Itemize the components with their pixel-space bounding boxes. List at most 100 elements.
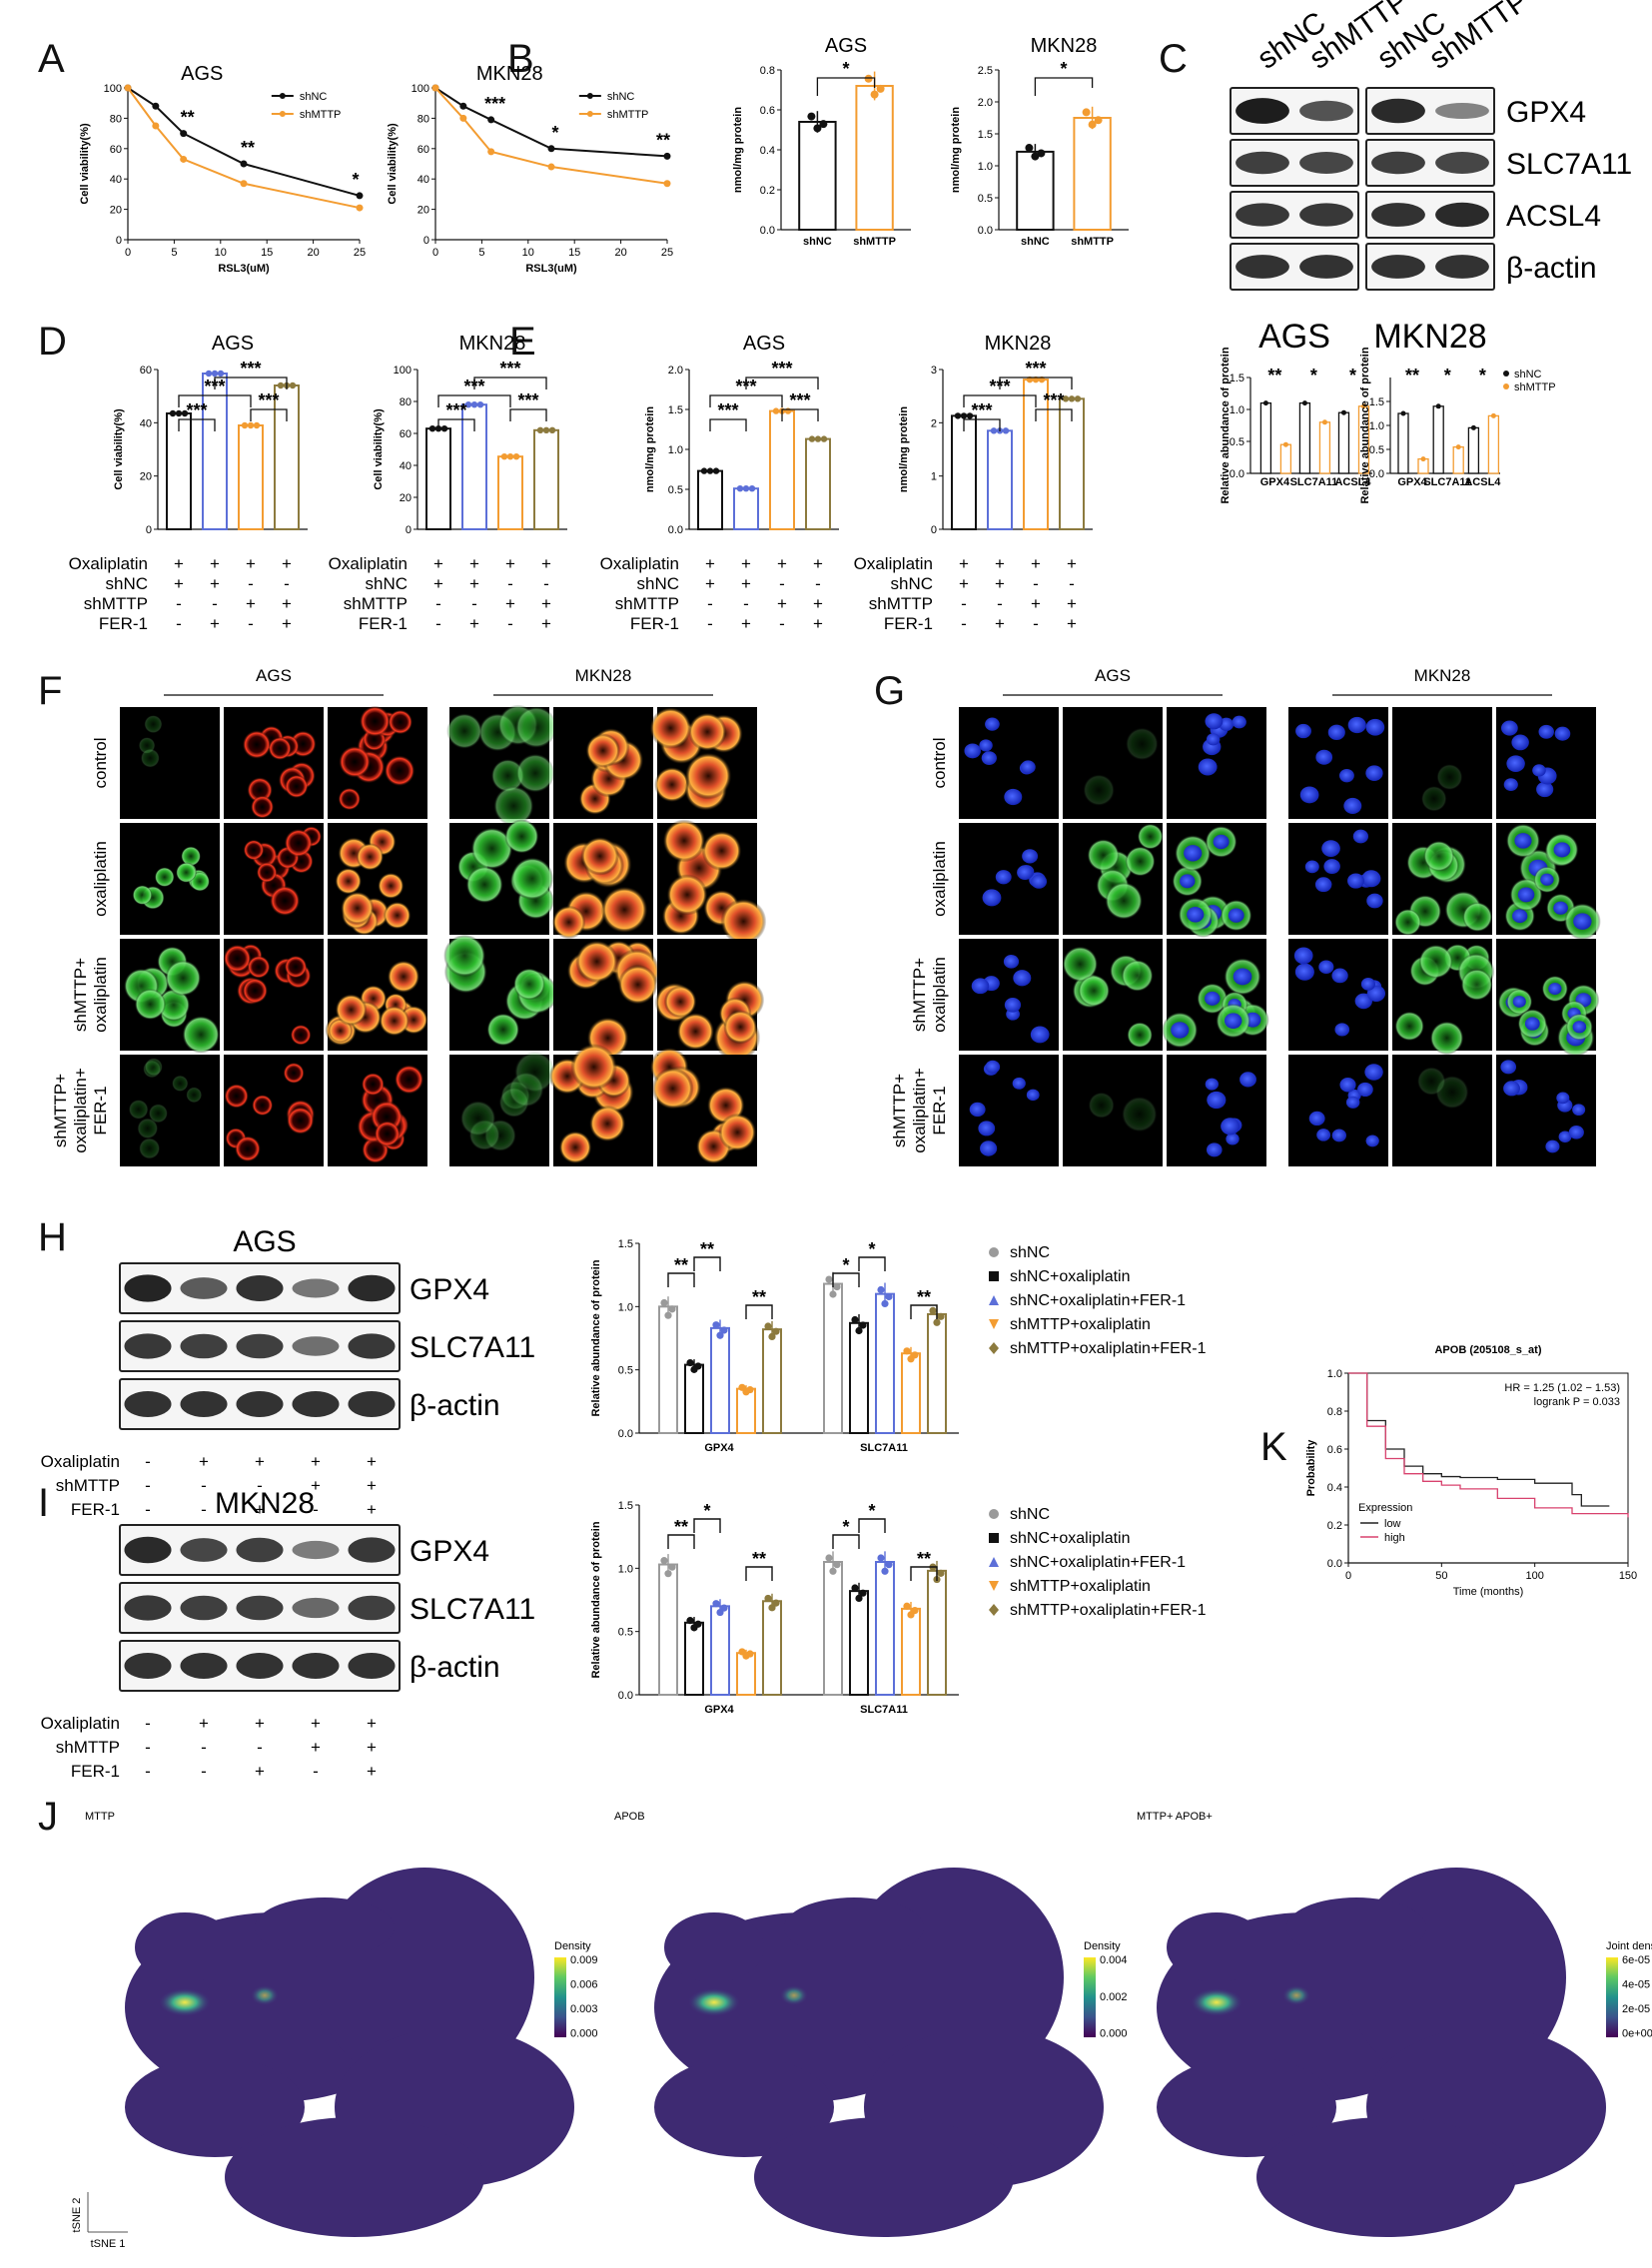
- nucleus: [1026, 1089, 1040, 1102]
- condition-sign: +: [813, 554, 823, 573]
- condition-sign: +: [505, 554, 515, 573]
- cell: [666, 874, 708, 916]
- nucleus: [1500, 1060, 1517, 1075]
- condition-sign: +: [199, 1452, 209, 1471]
- cell: [335, 867, 363, 895]
- cell: [394, 1065, 424, 1095]
- panelG-tile: [1167, 823, 1266, 938]
- condition-sign: +: [469, 574, 479, 593]
- protein-band: [348, 1595, 396, 1621]
- panelD-chart-1: 0 20 40 60 80 100 Cell viability(%) MKN28 *** ***…: [329, 333, 567, 633]
- cell: [134, 988, 167, 1021]
- significance-bracket: [509, 408, 547, 421]
- y-axis-label: Cell viability(%): [79, 123, 91, 205]
- bar: [1023, 378, 1049, 530]
- x-tick-label: SLC7A11: [1290, 476, 1338, 488]
- nucleus: [1295, 723, 1311, 739]
- panelG-tile: [1496, 1055, 1596, 1166]
- data-dot: [859, 1321, 867, 1329]
- significance-bracket: [693, 1256, 721, 1271]
- condition-sign: +: [367, 1500, 377, 1519]
- bar-shMTTP+oxaliplatin+FER-1: [927, 1312, 947, 1435]
- data-dot: [772, 1599, 780, 1607]
- data-dot: [1088, 120, 1097, 129]
- cell: [284, 774, 309, 799]
- condition-sign: -: [201, 1738, 207, 1757]
- data-dot: [253, 421, 261, 429]
- legend-marker: [989, 1342, 999, 1354]
- protein-band: [1371, 255, 1425, 279]
- panel-letter-F: F: [38, 669, 62, 713]
- panelF-tile: [553, 939, 660, 1060]
- condition-label: shMTTP: [56, 1476, 120, 1495]
- nucleus: [1540, 873, 1554, 886]
- data-point: [240, 160, 248, 168]
- cell: [384, 755, 415, 787]
- x-tick-label: 5: [171, 247, 177, 259]
- cell: [1420, 785, 1447, 812]
- panelF-tile: [446, 704, 557, 827]
- cell-line-header: AGS: [256, 666, 292, 685]
- condition-sign: +: [367, 1738, 377, 1757]
- data-dot: [851, 1584, 859, 1592]
- data-dot: [833, 1561, 841, 1569]
- chart-title: APOB (205108_s_at): [1434, 1344, 1541, 1356]
- significance-bracket: [858, 1256, 886, 1271]
- cell: [335, 994, 368, 1027]
- protein-band: [236, 1653, 284, 1679]
- nucleus: [1004, 997, 1022, 1013]
- significance-bracket: [1034, 77, 1094, 96]
- panelJ-map-1: APOB Density 0.004 0.002 0.000: [614, 1811, 1128, 2237]
- cell: [356, 843, 385, 871]
- bar-shNC: [823, 1282, 843, 1434]
- legend-label: shNC: [300, 91, 328, 103]
- protein-band: [292, 1597, 340, 1619]
- data-dot: [720, 1326, 728, 1334]
- blot-c-left-β-actin: [1230, 243, 1359, 291]
- legend-title: Expression: [1358, 1502, 1412, 1514]
- data-dot: [712, 467, 720, 474]
- cell: [465, 866, 503, 904]
- x-tick-label: SLC7A11: [860, 1704, 908, 1716]
- significance-marker: ***: [789, 390, 810, 410]
- chart-title: MKN28: [459, 333, 526, 355]
- data-dot: [870, 90, 879, 99]
- y-tick-label: 0: [406, 524, 412, 536]
- protein-band: [124, 1653, 172, 1679]
- panelF-tile: [553, 707, 653, 819]
- tsne-cluster: [1157, 2057, 1336, 2157]
- bar-shMTTP: [1073, 117, 1112, 231]
- protein-band: [236, 1391, 284, 1417]
- x-tick-label: 100: [1525, 1570, 1543, 1582]
- cell: [1121, 959, 1154, 992]
- condition-sign: -: [145, 1476, 151, 1495]
- protein-band: [1236, 255, 1289, 279]
- panelF-tile: [443, 934, 558, 1051]
- blot-c-right-β-actin: [1365, 243, 1495, 291]
- y-tick-label: 1.0: [618, 1301, 633, 1313]
- condition-sign: +: [741, 574, 751, 593]
- significance-marker: ***: [1025, 359, 1046, 378]
- data-point: [356, 192, 364, 200]
- nucleus: [985, 717, 1000, 731]
- data-dot: [855, 1326, 863, 1335]
- panelF-tile: [224, 1055, 324, 1166]
- legend-label: shMTTP: [1514, 381, 1556, 393]
- protein-band: [236, 1333, 284, 1359]
- condition-sign: +: [282, 614, 292, 633]
- tsne-cluster: [225, 2117, 484, 2237]
- significance-marker: **: [674, 1517, 688, 1537]
- panelF-tile: [325, 939, 428, 1051]
- legend-label: high: [1384, 1532, 1405, 1544]
- data-dot: [929, 1306, 937, 1314]
- cell: [137, 1118, 159, 1139]
- legend-label: shMTTP+oxaliplatin+FER-1: [1010, 1340, 1207, 1357]
- panelG-tile: [1288, 707, 1388, 819]
- panelG-tile: [1063, 1055, 1163, 1166]
- data-dot: [876, 84, 885, 93]
- nucleus: [1536, 781, 1554, 798]
- cell: [224, 1084, 250, 1109]
- significance-marker: *: [551, 123, 558, 143]
- data-dot: [885, 1561, 893, 1569]
- protein-band: [180, 1333, 228, 1359]
